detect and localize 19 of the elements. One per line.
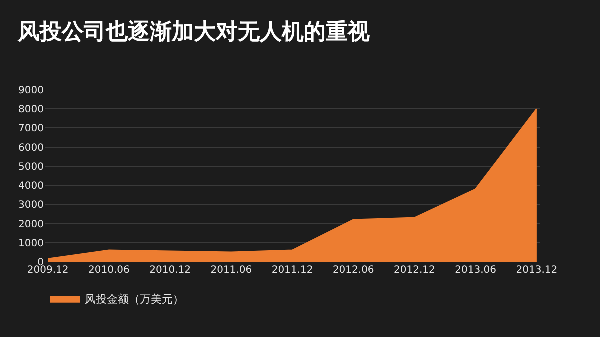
legend-label: 风投金额（万美元）	[85, 293, 184, 306]
y-tick-label: 8000	[18, 104, 44, 116]
y-tick-label: 1000	[18, 238, 44, 250]
y-tick-label: 4000	[18, 181, 44, 192]
x-tick-label: 2011.06	[210, 265, 252, 276]
x-tick-label: 2011.12	[272, 265, 314, 276]
x-tick-label: 2010.12	[150, 265, 191, 276]
y-tick-label: 5000	[18, 162, 44, 173]
y-tick-label: 6000	[18, 142, 44, 154]
y-tick-label: 2000	[18, 219, 44, 230]
chart-title: 风投公司也逐渐加大对无人机的重视	[17, 20, 370, 45]
x-tick-label: 2012.12	[394, 265, 436, 276]
x-tick-label: 2013.12	[516, 265, 558, 276]
y-tick-label: 3000	[18, 200, 44, 212]
y-tick-label: 9000	[18, 86, 44, 96]
x-tick-label: 2012.06	[332, 265, 374, 276]
x-tick-label: 2010.06	[88, 265, 130, 276]
y-tick-label: 7000	[18, 124, 44, 135]
x-tick-label: 2013.06	[455, 265, 497, 276]
